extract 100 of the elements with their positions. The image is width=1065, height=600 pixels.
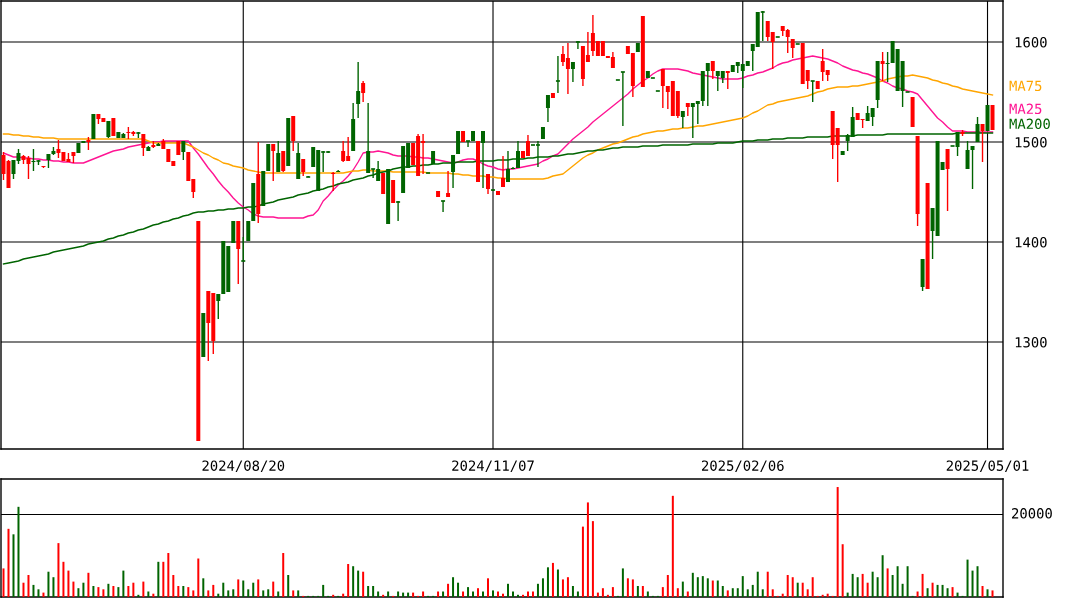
- bar: [237, 579, 240, 597]
- bar: [521, 594, 524, 597]
- bar: [182, 586, 185, 597]
- candlestick: [361, 80, 366, 103]
- candlestick: [620, 71, 626, 127]
- bar: [17, 506, 20, 597]
- candlestick: [570, 61, 575, 83]
- bar: [581, 526, 584, 597]
- candlestick: [271, 143, 276, 182]
- candlestick: [535, 140, 541, 168]
- bar: [851, 573, 854, 597]
- candlestick: [945, 148, 950, 212]
- candlestick: [501, 155, 505, 188]
- bar: [292, 590, 295, 597]
- bar: [227, 590, 230, 597]
- bar: [881, 555, 884, 597]
- candlestick: [785, 28, 790, 54]
- candlestick: [395, 200, 401, 222]
- text: 20000: [1012, 508, 1052, 519]
- bar: [601, 588, 604, 597]
- bar: [367, 586, 370, 597]
- bar: [132, 582, 135, 597]
- bar: [87, 572, 90, 597]
- candlestick: [486, 173, 491, 195]
- candlestick: [790, 38, 795, 59]
- candlestick: [545, 94, 550, 123]
- bar: [322, 584, 325, 597]
- candlestick: [885, 51, 890, 83]
- candlestick: [331, 171, 336, 192]
- series-label: MA25: [1009, 103, 1042, 115]
- bar: [57, 543, 60, 597]
- bar: [22, 582, 25, 597]
- bar: [232, 589, 235, 597]
- bar: [591, 521, 594, 597]
- bar: [511, 591, 514, 597]
- candlestick: [366, 102, 371, 174]
- bar: [157, 561, 160, 597]
- bar: [47, 571, 50, 597]
- bar: [971, 570, 974, 597]
- bar: [202, 578, 205, 597]
- bar: [681, 581, 684, 597]
- bar: [457, 582, 460, 597]
- bar: [711, 580, 714, 597]
- bar: [382, 594, 385, 597]
- x-tick-label: 2025/02/06: [701, 460, 784, 473]
- bar: [262, 590, 265, 597]
- bar: [791, 577, 794, 597]
- candlestick: [575, 40, 581, 50]
- bar: [12, 534, 15, 597]
- bar: [332, 594, 335, 597]
- y-tick-label: 1500: [1015, 137, 1047, 148]
- bar: [661, 587, 664, 597]
- bar: [467, 587, 470, 597]
- bar: [77, 588, 80, 597]
- series-label: MA200: [1009, 118, 1050, 130]
- bar: [477, 588, 480, 597]
- candlestick: [356, 61, 361, 119]
- bar: [841, 544, 844, 597]
- bar: [222, 582, 225, 597]
- bar: [162, 561, 165, 597]
- candlestick: [506, 150, 510, 183]
- bar: [252, 582, 255, 597]
- candlestick: [276, 140, 281, 173]
- bar: [92, 586, 95, 597]
- x-tick-label: 2025/05/01: [946, 460, 1029, 473]
- bar: [741, 576, 744, 597]
- bar: [931, 582, 934, 597]
- bar: [691, 572, 694, 597]
- bar: [372, 586, 375, 597]
- bar: [482, 591, 485, 597]
- bar: [32, 584, 35, 597]
- bar: [352, 566, 355, 597]
- bar: [297, 590, 300, 597]
- bar: [272, 581, 275, 597]
- bar: [287, 575, 290, 597]
- bar: [771, 589, 774, 597]
- bar: [137, 594, 140, 597]
- bar: [192, 590, 195, 597]
- bar: [487, 578, 490, 597]
- bar: [7, 528, 10, 597]
- bar: [462, 591, 465, 597]
- bar: [187, 587, 190, 597]
- bar: [921, 573, 924, 597]
- bar: [72, 581, 75, 597]
- bar: [611, 587, 614, 597]
- bar: [257, 579, 260, 597]
- bar: [437, 591, 440, 597]
- candlestick: [451, 154, 456, 189]
- bar: [541, 578, 544, 597]
- candlestick: [240, 236, 247, 262]
- bar: [377, 591, 380, 597]
- bar: [821, 594, 824, 597]
- candlestick: [141, 133, 146, 157]
- bar: [981, 586, 984, 597]
- candlestick: [281, 150, 286, 173]
- bar: [561, 579, 564, 597]
- candlestick: [705, 62, 710, 107]
- bar: [941, 584, 944, 597]
- candlestick: [555, 55, 561, 94]
- bar: [27, 575, 30, 597]
